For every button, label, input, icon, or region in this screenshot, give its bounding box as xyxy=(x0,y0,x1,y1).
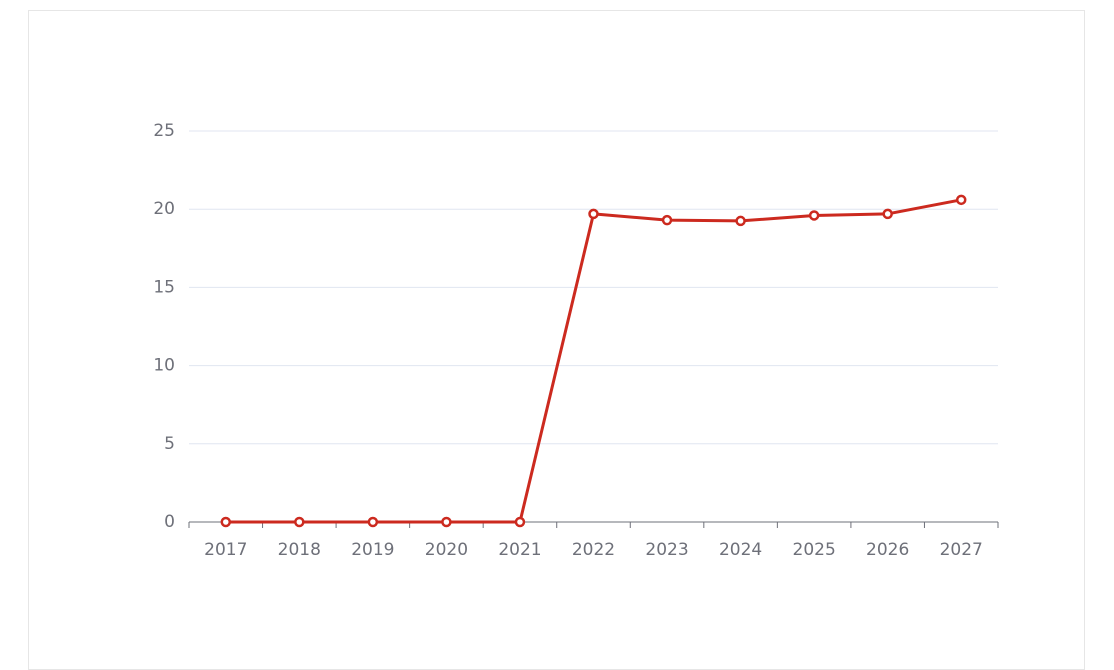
x-tick-label: 2019 xyxy=(351,540,394,560)
point xyxy=(588,208,599,220)
point xyxy=(294,516,305,528)
x-tick-label: 2027 xyxy=(940,540,983,560)
x-tick-label: 2018 xyxy=(278,540,321,560)
x-tick-label: 2024 xyxy=(719,540,762,560)
point xyxy=(367,516,379,528)
y-tick-label: 15 xyxy=(153,277,175,297)
y-tick-label: 20 xyxy=(153,199,175,219)
point xyxy=(735,215,746,227)
y-tick-label: 0 xyxy=(164,512,175,532)
x-tick-label: 2023 xyxy=(645,540,688,560)
x-tick-label: 2026 xyxy=(866,540,909,560)
card xyxy=(28,10,1085,670)
y-tick-label: 25 xyxy=(153,121,175,141)
point xyxy=(808,210,820,221)
point xyxy=(882,208,893,220)
point xyxy=(441,516,452,528)
x-tick-label: 2025 xyxy=(793,540,836,560)
x-tick-label: 2021 xyxy=(498,540,541,560)
x-tick-label: 2020 xyxy=(425,540,468,560)
x-tick-label: 2017 xyxy=(204,540,247,560)
point xyxy=(514,516,526,528)
point xyxy=(955,194,967,206)
y-tick-label: 5 xyxy=(164,434,175,454)
x-tick-label: 2022 xyxy=(572,540,615,560)
point xyxy=(220,516,232,528)
point xyxy=(661,214,673,226)
line xyxy=(225,198,962,524)
y-tick-label: 10 xyxy=(153,356,175,376)
